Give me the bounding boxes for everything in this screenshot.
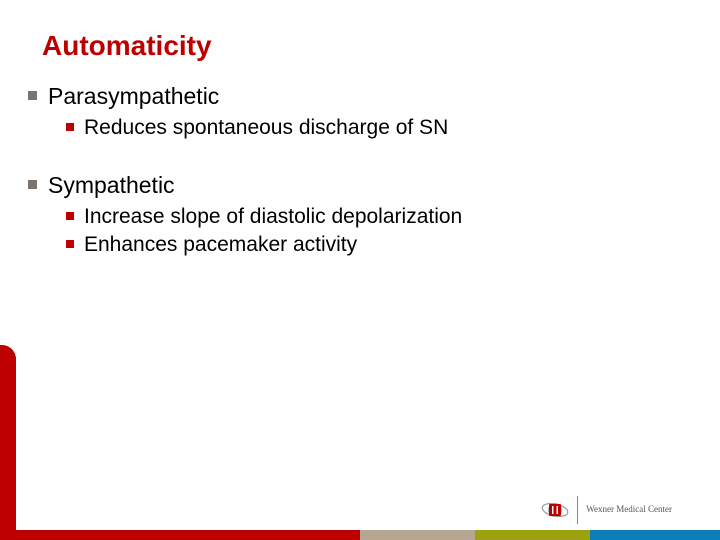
square-bullet-icon [66,240,74,248]
bullet-level2: Enhances pacemaker activity [66,232,680,258]
footer-color-bar [0,530,720,540]
footer-logo: Wexner Medical Center [541,496,672,524]
bullet-text: Enhances pacemaker activity [84,232,357,258]
left-accent-tab [0,345,16,540]
bullet-text: Parasympathetic [48,82,219,111]
bullet-text: Reduces spontaneous discharge of SN [84,115,448,141]
slide-content: Parasympathetic Reduces spontaneous disc… [28,82,680,260]
bullet-text: Sympathetic [48,171,175,200]
square-bullet-icon [28,91,37,100]
bullet-level2: Reduces spontaneous discharge of SN [66,115,680,141]
slide-title: Automaticity [42,30,212,62]
footer-segment-red [0,530,360,540]
logo-text: Wexner Medical Center [586,505,672,515]
logo-divider [577,496,578,524]
square-bullet-icon [66,212,74,220]
footer-segment-blue [590,530,720,540]
osu-logo-icon [541,496,569,524]
bullet-text: Increase slope of diastolic depolarizati… [84,204,462,230]
footer-segment-green [475,530,590,540]
bullet-level2: Increase slope of diastolic depolarizati… [66,204,680,230]
footer-segment-tan [360,530,475,540]
bullet-level1: Sympathetic [28,171,680,200]
square-bullet-icon [66,123,74,131]
bullet-level1: Parasympathetic [28,82,680,111]
square-bullet-icon [28,180,37,189]
